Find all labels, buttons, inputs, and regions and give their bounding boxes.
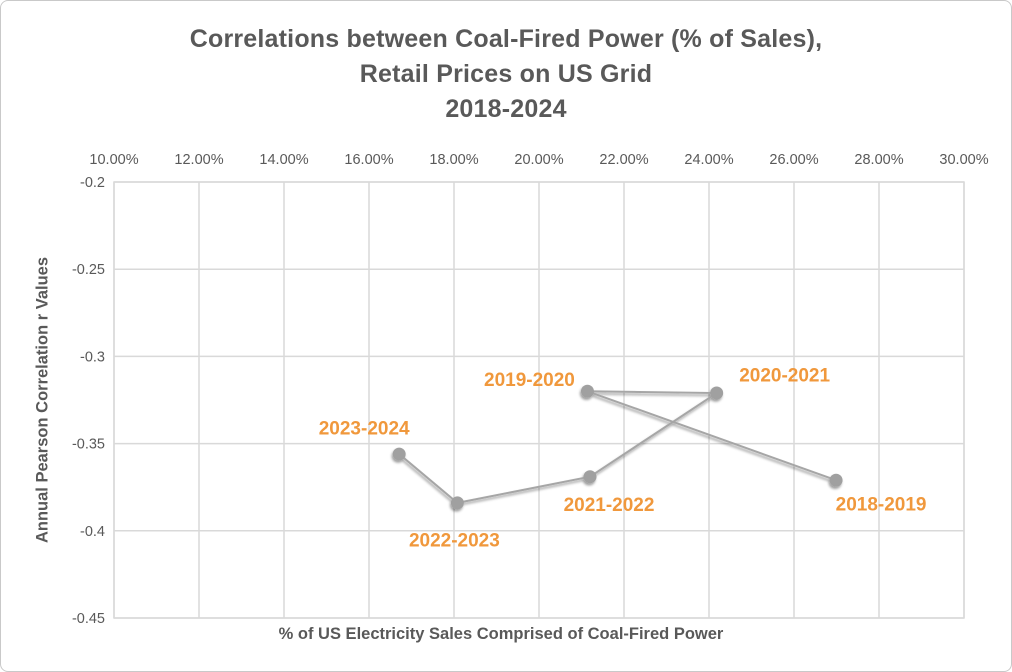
x-tick-label: 22.00% (599, 152, 648, 168)
y-tick-label: -0.4 (80, 524, 105, 540)
data-point-marker-2018-2019 (829, 473, 843, 487)
gridlines (113, 181, 965, 619)
x-tick-label: 28.00% (854, 152, 903, 168)
chart-title: Correlations between Coal-Fired Power (%… (1, 22, 1011, 127)
x-tick-label: 30.00% (939, 152, 988, 168)
data-point-marker-2019-2020 (580, 384, 594, 398)
x-tick-label: 20.00% (514, 152, 563, 168)
data-point-label-2019-2020: 2019-2020 (484, 370, 575, 391)
data-point-labels: 2018-2019 2019-2020 2020-2021 2021-2022 2022… (319, 366, 927, 552)
y-tick-label: -0.35 (72, 437, 105, 453)
data-point-label-2018-2019: 2018-2019 (836, 495, 927, 516)
plot-border (113, 181, 965, 619)
data-point-label-2020-2021: 2020-2021 (739, 366, 830, 387)
chart-title-line-3: 2018-2024 (445, 95, 567, 123)
chart-title-line-1: Correlations between Coal-Fired Power (%… (189, 25, 823, 53)
series-line (398, 390, 837, 504)
data-point-marker-2023-2024 (392, 447, 406, 461)
x-tick-label: 26.00% (769, 152, 818, 168)
x-axis-tick-labels: 10.00% 12.00% 14.00% 16.00% 18.00% 20.00% 22.0… (89, 152, 988, 168)
y-tick-label: -0.45 (72, 611, 105, 627)
x-axis-title: % of US Electricity Sales Comprised of C… (278, 625, 724, 643)
data-series (392, 384, 843, 510)
data-point-label-2023-2024: 2023-2024 (319, 419, 410, 440)
x-tick-label: 10.00% (89, 152, 138, 168)
y-tick-label: -0.3 (80, 349, 105, 365)
data-point-marker-2020-2021 (710, 386, 724, 400)
x-tick-label: 16.00% (344, 152, 393, 168)
data-point-marker-2021-2022 (583, 470, 597, 484)
x-tick-label: 14.00% (259, 152, 308, 168)
y-axis-tick-labels: -0.2 -0.25 -0.3 -0.35 -0.4 -0.45 (72, 175, 105, 627)
y-tick-label: -0.25 (72, 262, 105, 278)
data-point-label-2022-2023: 2022-2023 (409, 530, 500, 551)
data-point-marker-2022-2023 (450, 496, 464, 510)
y-tick-label: -0.2 (80, 175, 105, 191)
chart-title-line-2: Retail Prices on US Grid (359, 60, 653, 88)
data-point-label-2021-2022: 2021-2022 (564, 495, 655, 516)
x-tick-label: 18.00% (429, 152, 478, 168)
x-tick-label: 12.00% (174, 152, 223, 168)
x-tick-label: 24.00% (684, 152, 733, 168)
